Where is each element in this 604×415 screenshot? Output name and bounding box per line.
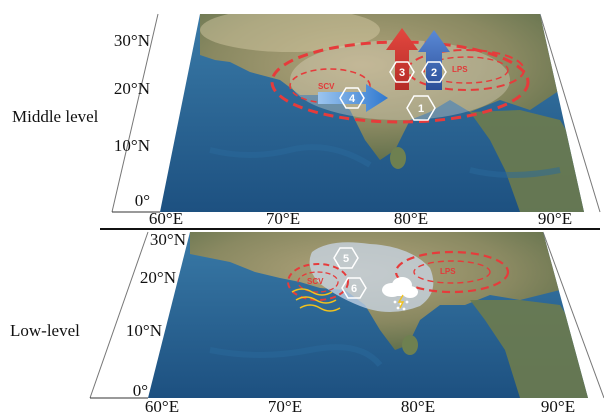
panel-edge-left-low [89,231,149,399]
middle-level-panel: SCV LPS 1 2 3 4 30°N 20°N 10°N 0° 60 [12,13,601,228]
lat-tick-0-low: 0° [133,381,148,400]
marker-1: 1 [406,95,436,121]
scv-label-middle: SCV [318,82,335,91]
lon-tick-70e-middle: 70°E [266,209,300,228]
lat-tick-20n-middle: 20°N [114,79,150,98]
marker-6: 6 [341,277,367,299]
lon-tick-70e-low: 70°E [268,397,302,415]
scv-label-low: SCV [307,277,324,286]
lat-tick-30n-low: 30°N [150,230,186,249]
lps-ellipse-low-outer [394,250,510,294]
lon-tick-90e-middle: 90°E [538,209,572,228]
upward-blue-arrow [418,30,450,90]
low-level-label: Low-level [10,321,80,340]
rain-cloud-icon [382,277,418,311]
panel-edge-left [111,13,159,213]
lps-label-middle: LPS [452,65,468,74]
lps-label-low: LPS [440,267,456,276]
panel-edge-right-low [542,231,604,399]
lon-tick-80e-low: 80°E [401,397,435,415]
eastward-arrow [318,84,388,112]
lon-tick-90e-low: 90°E [541,397,575,415]
marker-5: 5 [333,247,359,269]
scv-ellipse [289,68,371,104]
lat-tick-10n-low: 10°N [126,321,162,340]
lon-tick-60e-middle: 60°E [149,209,183,228]
svg-text:5: 5 [343,253,349,265]
lat-tick-0-middle: 0° [135,191,150,210]
middle-map [160,14,584,212]
lps-ellipse-outer [407,49,525,91]
panel-edge-right [539,13,601,213]
middle-level-label: Middle level [12,107,99,126]
scv-ellipse-low-inner [297,271,339,293]
svg-text:3: 3 [399,67,405,79]
scv-ellipse-low-outer [287,263,349,301]
marker-3: 3 [389,61,415,83]
upward-red-arrow [386,28,418,90]
svg-text:2: 2 [431,67,437,79]
lat-tick-20n-low: 20°N [140,268,176,287]
lon-tick-60e-low: 60°E [145,397,179,415]
lat-tick-30n-middle: 30°N [114,31,150,50]
wind-lines-icon [291,288,341,312]
lon-tick-80e-middle: 80°E [394,209,428,228]
low-level-panel: SCV LPS 5 6 [10,230,604,415]
svg-text:4: 4 [349,93,356,105]
lat-tick-10n-middle: 10°N [114,136,150,155]
marker-2: 2 [421,61,447,83]
svg-text:1: 1 [418,103,424,115]
lps-ellipse-low-inner [413,260,491,284]
svg-text:6: 6 [351,283,357,295]
marker-4: 4 [339,87,365,109]
